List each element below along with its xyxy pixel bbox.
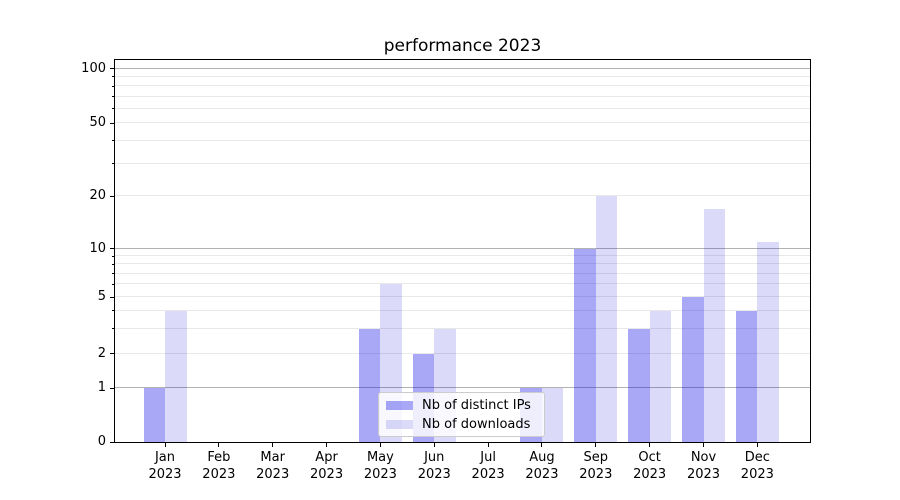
y-minor-tick-mark-9 [111, 255, 114, 257]
x-tick-mark-jun [433, 443, 435, 447]
gridline-minor-70 [115, 95, 810, 97]
gridline-minor-50 [115, 122, 810, 123]
y-minor-tick-mark-6 [111, 283, 114, 285]
gridline-minor-60 [115, 107, 810, 109]
x-tick-label-aug: Aug 2023 [525, 450, 559, 482]
y-tick-mark-100 [110, 68, 114, 70]
bar-downloads-jan [165, 310, 187, 442]
gridline-minor-20 [115, 195, 810, 197]
y-minor-tick-mark-7 [111, 273, 114, 275]
y-tick-mark-5 [110, 296, 114, 298]
x-tick-mark-dec [756, 443, 758, 447]
x-tick-label-mar: Mar 2023 [256, 450, 290, 482]
bar-downloads-dec [757, 241, 779, 442]
bar-downloads-nov [703, 208, 725, 442]
x-tick-label-feb: Feb 2023 [202, 450, 236, 482]
x-tick-label-dec: Dec 2023 [740, 450, 774, 482]
legend-label-downloads: Nb of downloads [422, 416, 531, 432]
bar-ips-may [358, 328, 381, 442]
y-minor-tick-mark-90 [111, 76, 114, 78]
y-tick-label-20: 20 [89, 188, 106, 204]
bar-ips-nov [682, 297, 704, 442]
gridline-minor-80 [115, 85, 810, 87]
x-tick-mark-jan [164, 443, 166, 447]
y-minor-tick-mark-70 [111, 96, 114, 98]
y-tick-label-0: 0 [97, 434, 106, 449]
y-tick-label-5: 5 [97, 289, 106, 304]
legend: Nb of distinct IPs Nb of downloads [378, 392, 545, 437]
gridline-minor-40 [115, 139, 810, 141]
x-tick-label-jul: Jul 2023 [471, 450, 505, 482]
x-tick-label-may: May 2023 [363, 450, 397, 482]
bar-ips-dec [735, 310, 758, 442]
y-tick-mark-2 [110, 353, 114, 355]
x-tick-mark-mar [272, 443, 274, 447]
x-tick-label-jun: Jun 2023 [417, 450, 451, 482]
legend-swatch-distinct-ips-icon [386, 400, 413, 410]
y-tick-mark-20 [110, 195, 114, 197]
y-tick-label-50: 50 [89, 115, 106, 130]
gridline-minor-7 [115, 272, 810, 274]
gridline-minor-3 [115, 327, 810, 329]
y-tick-label-10: 10 [89, 240, 106, 256]
y-minor-tick-mark-8 [111, 263, 114, 265]
x-tick-label-sep: Sep 2023 [579, 450, 613, 482]
y-tick-mark-10 [110, 248, 114, 250]
gridline-minor-6 [115, 283, 810, 285]
legend-item-downloads: Nb of downloads [386, 417, 536, 432]
chart-title: performance 2023 [383, 36, 542, 56]
gridline-major-10 [115, 247, 810, 249]
x-tick-mark-sep [595, 443, 597, 447]
bar-ips-oct [628, 328, 650, 442]
gridline-major-100 [115, 67, 810, 69]
bar-downloads-aug [541, 388, 564, 442]
y-tick-label-2: 2 [97, 345, 106, 361]
gridline-minor-30 [115, 162, 810, 164]
y-tick-mark-0 [110, 441, 114, 443]
x-tick-mark-jul [487, 443, 489, 447]
x-tick-mark-nov [703, 443, 704, 447]
y-minor-tick-mark-4 [111, 310, 114, 312]
legend-label-distinct-ips: Nb of distinct IPs [422, 397, 531, 413]
x-tick-mark-apr [326, 443, 328, 447]
legend-swatch-downloads-icon [386, 419, 413, 429]
y-tick-label-1: 1 [97, 380, 106, 395]
x-tick-label-jan: Jan 2023 [148, 450, 182, 482]
legend-item-distinct-ips: Nb of distinct IPs [386, 398, 536, 413]
bar-downloads-oct [649, 310, 672, 442]
y-tick-label-100: 100 [81, 60, 106, 76]
y-tick-mark-50 [110, 122, 114, 124]
bar-downloads-sep [595, 196, 618, 442]
x-tick-mark-feb [218, 443, 220, 447]
y-minor-tick-mark-60 [111, 108, 114, 110]
gridline-minor-4 [115, 309, 810, 311]
plot-area [114, 59, 811, 443]
y-minor-tick-mark-30 [111, 163, 114, 165]
gridline-minor-90 [115, 75, 810, 77]
x-tick-mark-may [379, 443, 381, 447]
y-minor-tick-mark-80 [111, 85, 114, 87]
x-tick-label-oct: Oct 2023 [633, 450, 667, 482]
x-tick-label-nov: Nov 2023 [686, 450, 721, 482]
gridline-minor-5 [115, 296, 810, 297]
plot-inner [115, 60, 810, 442]
gridline-minor-8 [115, 263, 810, 265]
gridline-minor-2 [115, 352, 810, 354]
bar-ips-sep [574, 248, 596, 442]
y-tick-mark-1 [110, 387, 114, 389]
y-minor-tick-mark-40 [111, 140, 114, 142]
x-tick-mark-oct [649, 443, 651, 447]
bar-ips-jan [143, 388, 165, 442]
x-tick-mark-aug [541, 443, 543, 447]
gridline-minor-9 [115, 255, 810, 257]
x-tick-label-apr: Apr 2023 [310, 450, 344, 482]
gridline-major-1 [115, 387, 810, 388]
y-minor-tick-mark-3 [111, 328, 114, 330]
